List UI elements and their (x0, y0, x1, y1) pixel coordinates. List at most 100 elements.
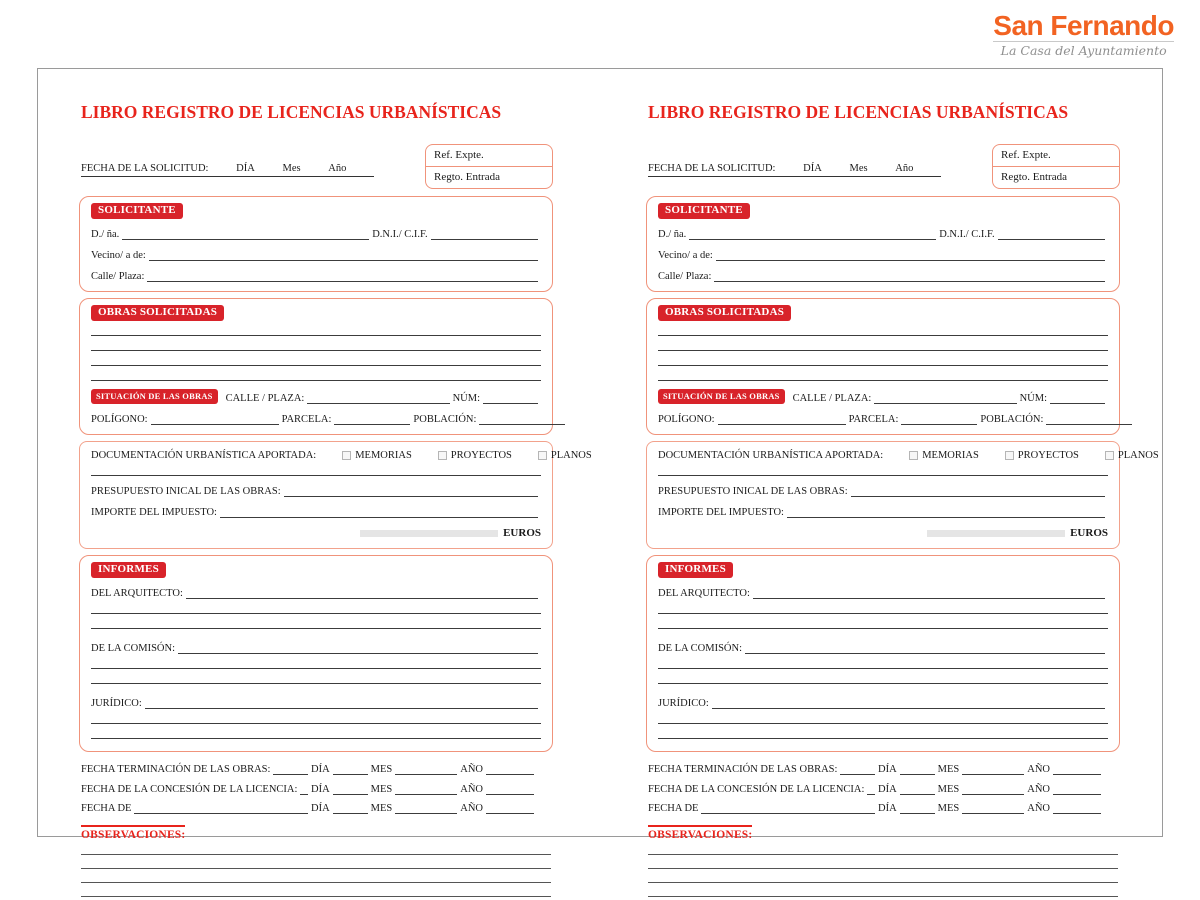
checkbox-icon (1104, 451, 1114, 460)
presupuesto-label: PRESUPUESTO INICAL DE LAS OBRAS: (658, 486, 848, 497)
regto-entrada-label: Regto. Entrada (1001, 171, 1067, 183)
documentacion-label: DOCUMENTACIÓN URBANÍSTICA APORTADA: (91, 450, 317, 461)
dia-label: DÍA (310, 783, 330, 795)
checkbox-icon (1004, 451, 1014, 460)
checkbox-icon (909, 451, 919, 460)
fecha-de-label: FECHA DE (648, 803, 699, 814)
ref-expte-label: Ref. Expte. (426, 145, 552, 167)
brand-name: San Fernando (993, 10, 1174, 41)
fecha-terminacion-label: FECHA TERMINACIÓN DE LAS OBRAS: (81, 764, 271, 775)
num-label: NÚM: (452, 393, 480, 404)
importe-field (786, 505, 1105, 518)
dni-field (430, 227, 538, 240)
page-title: LIBRO REGISTRO DE LICENCIAS URBANÍSTICAS (81, 102, 502, 122)
solicitante-badge: SOLICITANTE (658, 203, 750, 219)
importe-field (219, 505, 538, 518)
obras-section: OBRAS SOLICITADAS SITUACIÓN DE LAS OBRAS… (79, 298, 566, 435)
observaciones-blank-line (81, 896, 551, 897)
fecha-solicitud-label: FECHA DE LA SOLICITUD: (81, 163, 209, 174)
informes-blank-line (91, 668, 541, 669)
dia-field (899, 762, 935, 775)
euros-row: EUROS (658, 527, 1108, 539)
presupuesto-row: PRESUPUESTO INICAL DE LAS OBRAS: (91, 484, 541, 497)
fecha-field (273, 762, 308, 775)
mes-label: MES (370, 783, 393, 795)
juridico-field (711, 696, 1105, 709)
nombre-label: D./ ña. (658, 229, 687, 240)
dia-field (899, 801, 935, 814)
observaciones-section: OBSERVACIONES: (81, 825, 551, 897)
ano-field (486, 801, 534, 814)
ano-label: Año (328, 163, 347, 174)
fecha-concesion-row: FECHA DE LA CONCESIÓN DE LA LICENCIA: DÍ… (81, 782, 551, 795)
comision-field (178, 641, 538, 654)
observaciones-blank-line (81, 882, 551, 883)
poblacion-field (479, 412, 566, 425)
fechas-section: FECHA TERMINACIÓN DE LAS OBRAS: DÍA MES … (648, 762, 1118, 814)
observaciones-section: OBSERVACIONES: (648, 825, 1118, 897)
juridico-label: JURÍDICO: (91, 698, 142, 709)
calle-label: Calle/ Plaza: (91, 271, 145, 282)
form-page: LIBRO REGISTRO DE LICENCIAS URBANÍSTICAS… (646, 102, 1159, 897)
reference-box: Ref. Expte. Regto. Entrada (425, 144, 553, 189)
obras-blank-line (91, 365, 541, 366)
observaciones-blank-line (648, 882, 1118, 883)
fecha-de-label: FECHA DE (81, 803, 132, 814)
observaciones-label: OBSERVACIONES: (648, 825, 753, 841)
dia-label: DÍA (236, 163, 255, 174)
presupuesto-field (850, 484, 1105, 497)
mes-field (962, 762, 1025, 775)
informes-blank-line (658, 738, 1108, 739)
documentacion-blank-line (91, 475, 541, 476)
obras-blank-line (91, 350, 541, 351)
vecino-row: Vecino/ a de: (658, 248, 1108, 261)
regto-entrada-label: Regto. Entrada (434, 171, 500, 183)
vecino-field (148, 248, 538, 261)
comision-row: DE LA COMISÓN: (91, 641, 541, 654)
comision-label: DE LA COMISÓN: (658, 643, 743, 654)
vecino-row: Vecino/ a de: (91, 248, 541, 261)
arquitecto-row: DEL ARQUITECTO: (91, 586, 541, 599)
informes-blank-line (658, 668, 1108, 669)
dia-field (332, 762, 368, 775)
ano-label: AÑO (460, 783, 483, 795)
ano-label: AÑO (1027, 764, 1050, 775)
dia-label: DÍA (310, 803, 330, 814)
fecha-concesion-label: FECHA DE LA CONCESIÓN DE LA LICENCIA: (81, 783, 298, 795)
juridico-label: JURÍDICO: (658, 698, 709, 709)
documentacion-blank-line (658, 475, 1108, 476)
poligono-field (150, 412, 279, 425)
poblacion-label: POBLACIÓN: (980, 414, 1044, 425)
ano-field (486, 782, 534, 795)
fecha-terminacion-row: FECHA TERMINACIÓN DE LAS OBRAS: DÍA MES … (648, 762, 1118, 775)
dia-label: DÍA (877, 764, 897, 775)
brand-logo: San Fernando La Casa del Ayuntamiento (993, 12, 1174, 58)
fecha-concesion-row: FECHA DE LA CONCESIÓN DE LA LICENCIA: DÍ… (648, 782, 1118, 795)
importe-row: IMPORTE DEL IMPUESTO: (658, 505, 1108, 518)
obras-blank-line (658, 335, 1108, 336)
checkbox-icon (342, 451, 352, 460)
ano-field (1053, 762, 1101, 775)
reference-box: Ref. Expte. Regto. Entrada (992, 144, 1120, 189)
mes-label: MES (937, 764, 960, 775)
ano-label: AÑO (460, 764, 483, 775)
obras-blank-line (91, 335, 541, 336)
parcela-field (901, 412, 978, 425)
checkbox-memorias: MEMORIAS (909, 450, 979, 461)
fecha-solicitud-label: FECHA DE LA SOLICITUD: (648, 163, 776, 174)
mes-field (395, 782, 458, 795)
ano-label: AÑO (460, 803, 483, 814)
situacion-badge: SITUACIÓN DE LAS OBRAS (658, 389, 785, 404)
dni-field (997, 227, 1105, 240)
fecha-terminacion-label: FECHA TERMINACIÓN DE LAS OBRAS: (648, 764, 838, 775)
checkbox-icon (537, 451, 547, 460)
euros-label: EUROS (1070, 527, 1108, 539)
mes-label: Mes (282, 163, 301, 174)
euros-amount-bar (927, 529, 1066, 537)
vecino-label: Vecino/ a de: (658, 250, 713, 261)
informes-blank-line (658, 723, 1108, 724)
comision-label: DE LA COMISÓN: (91, 643, 176, 654)
documentacion-section: DOCUMENTACIÓN URBANÍSTICA APORTADA: MEMO… (79, 441, 592, 549)
dia-label: DÍA (877, 803, 897, 814)
fechas-section: FECHA TERMINACIÓN DE LAS OBRAS: DÍA MES … (81, 762, 551, 814)
